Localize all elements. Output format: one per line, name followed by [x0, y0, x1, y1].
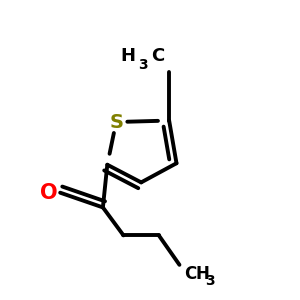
Text: C: C [152, 47, 165, 65]
Text: H: H [196, 265, 209, 283]
Text: O: O [40, 183, 57, 203]
Text: 3: 3 [138, 58, 148, 72]
Text: 3: 3 [206, 274, 215, 288]
Text: S: S [109, 112, 123, 131]
Text: H: H [120, 47, 135, 65]
Text: C: C [184, 265, 196, 283]
